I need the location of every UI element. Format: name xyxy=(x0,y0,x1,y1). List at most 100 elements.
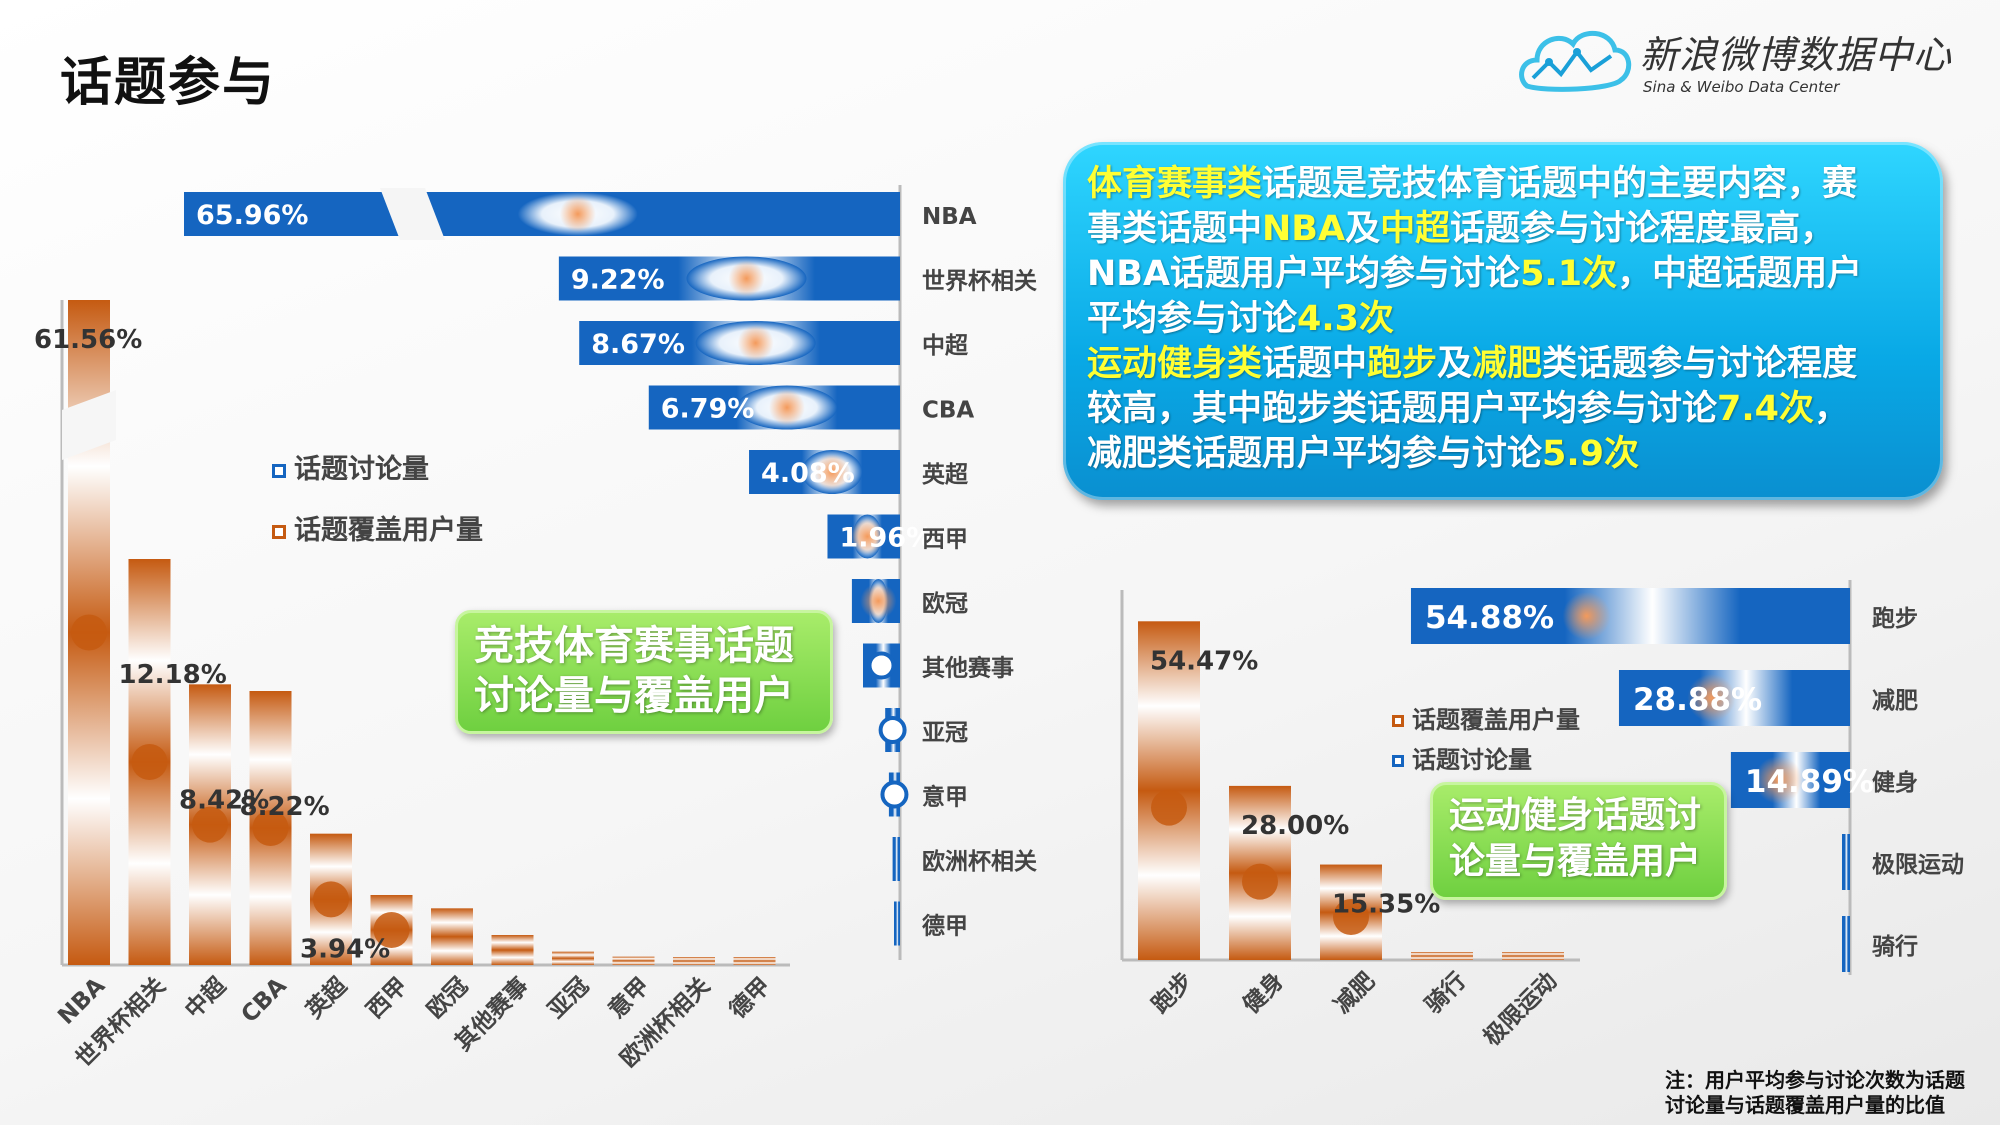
chart1-category-label: 德甲 xyxy=(922,913,968,940)
chart2-data-label: 8.42% xyxy=(179,785,269,815)
chart4-data-label: 15.35% xyxy=(1332,890,1440,920)
summary-text-segment: 平均参与讨论 xyxy=(1087,299,1298,339)
sina-weibo-logo: 新浪微博数据中心 Sina & Weibo Data Center xyxy=(1515,18,1985,108)
footnote-line: 讨论量与话题覆盖用户量的比值 xyxy=(1665,1093,1945,1117)
chart1-category-label: 亚冠 xyxy=(922,720,968,746)
chart3-category-label: 极限运动 xyxy=(1872,852,1964,878)
chart3-bar-dot xyxy=(1687,674,1736,722)
caption-line: 竞技体育赛事话题 xyxy=(474,623,794,669)
summary-line: NBA话题用户平均参与讨论5.1次，中超话题用户 xyxy=(1087,252,1913,297)
chart4-data-label: 54.47% xyxy=(1150,646,1258,676)
chart3-data-label: 28.88% xyxy=(1633,682,1762,718)
chart4-bar xyxy=(1502,952,1564,960)
chart3-data-label: 14.89% xyxy=(1745,764,1874,800)
chart2-category-label: NBA xyxy=(53,973,110,1030)
chart1-data-label: 65.96% xyxy=(196,200,308,231)
chart4-bar-dot xyxy=(1242,863,1278,900)
chart2-bar xyxy=(431,908,473,965)
summary-text-segment: ， xyxy=(1814,389,1850,429)
chart1-data-label: 6.79% xyxy=(661,394,755,425)
summary-callout: 体育赛事类话题是竞技体育话题中的主要内容，赛 事类话题中NBA及中超话题参与讨论程… xyxy=(1063,142,1943,500)
summary-highlight: 跑步 xyxy=(1367,344,1438,384)
chart1-category-label: CBA xyxy=(922,398,974,424)
chart3-bar-dot xyxy=(1754,756,1803,804)
chart2-data-label: 3.94% xyxy=(300,935,390,965)
footnote: 注：用户平均参与讨论次数为话题 讨论量与话题覆盖用户量的比值 xyxy=(1665,1068,1965,1118)
chart1-data-label: 4.08% xyxy=(761,458,855,489)
summary-highlight: 5.1次 xyxy=(1520,254,1618,294)
chart2-bar xyxy=(733,957,776,965)
chart3-bar xyxy=(1410,588,1850,644)
chart2-category-label: 西甲 xyxy=(362,973,413,1024)
caption-line: 运动健身话题讨 xyxy=(1449,795,1702,836)
chart3-bar-dot xyxy=(1562,592,1611,640)
summary-line: 减肥类话题用户平均参与讨论5.9次 xyxy=(1087,432,1913,477)
summary-text-segment: 话题中 xyxy=(1262,344,1368,384)
chart3-bar xyxy=(1842,916,1850,972)
chart4-category-label: 跑步 xyxy=(1147,968,1198,1019)
chart4-bar-dot xyxy=(1333,899,1369,936)
chart1-bar xyxy=(894,901,900,946)
cloud-logo-icon xyxy=(1519,30,1632,92)
chart2-bar-dot xyxy=(373,912,410,948)
chart4-data-label: 28.00% xyxy=(1241,811,1349,841)
chart2-data-label: 8.22% xyxy=(240,792,330,822)
chart2-data-label: 12.18% xyxy=(119,660,227,690)
summary-text-segment: NBA话题用户平均参与讨论 xyxy=(1087,254,1521,294)
summary-highlight: 中超 xyxy=(1380,209,1451,249)
chart2-category-label: 意甲 xyxy=(603,972,655,1024)
legend-left-discussion: 话题讨论量 xyxy=(272,447,429,486)
summary-text-segment: 话题是竞技体育话题中的主要内容，赛 xyxy=(1262,164,1858,204)
chart3-category-label: 健身 xyxy=(1872,769,1918,796)
chart1-category-label: 其他赛事 xyxy=(922,655,1014,682)
chart2-bar xyxy=(612,956,655,965)
chart1-category-label: 西甲 xyxy=(922,527,968,553)
summary-highlight: 运动健身类 xyxy=(1087,344,1263,384)
chart2-axis-break xyxy=(62,390,116,460)
chart2-category-label: 亚冠 xyxy=(543,973,594,1024)
legend-label: 话题覆盖用户量 xyxy=(1412,706,1580,734)
chart1-bar-dot xyxy=(849,518,886,555)
chart1-bar-dot xyxy=(814,454,851,490)
chart3-data-label: 54.88% xyxy=(1425,600,1554,636)
summary-text-segment: 及 xyxy=(1345,209,1381,249)
legend-swatch-discussion xyxy=(272,463,286,478)
chart4-bar-dot xyxy=(1151,789,1187,826)
legend-swatch-coverage xyxy=(1392,715,1404,727)
legend-left-coverage: 话题覆盖用户量 xyxy=(272,508,483,547)
chart1-bar-dot xyxy=(880,780,909,809)
summary-line: 较高，其中跑步类话题用户平均参与讨论7.4次， xyxy=(1087,387,1913,432)
summary-text-segment: 类话题参与讨论程度 xyxy=(1542,344,1858,384)
chart1-axis-break xyxy=(380,188,445,240)
chart3-bar xyxy=(1842,834,1850,890)
summary-text-segment: 事类话题中 xyxy=(1087,209,1263,249)
page-title: 话题参与 xyxy=(60,53,277,113)
chart1-data-label: 8.67% xyxy=(591,329,685,360)
legend-label: 话题覆盖用户量 xyxy=(294,515,483,546)
summary-line: 体育赛事类话题是竞技体育话题中的主要内容，赛 xyxy=(1087,162,1913,207)
chart1-category-label: 欧冠 xyxy=(922,591,968,617)
chart1-category-label: 世界杯相关 xyxy=(922,268,1037,295)
legend-label: 话题讨论量 xyxy=(294,454,429,485)
summary-highlight: 体育赛事类 xyxy=(1087,164,1263,204)
chart2-bar xyxy=(552,951,594,965)
summary-text-segment: ，中超话题用户 xyxy=(1617,254,1863,294)
chart4-category-label: 减肥 xyxy=(1329,968,1380,1019)
chart1-bar-dot xyxy=(878,716,907,744)
chart1-data-label: 1.96% xyxy=(839,523,933,554)
chart1-category-label: 欧洲杯相关 xyxy=(922,848,1037,875)
legend-label: 话题讨论量 xyxy=(1412,746,1532,774)
chart2-category-label: 中超 xyxy=(180,972,232,1024)
chart3-category-label: 跑步 xyxy=(1872,606,1918,632)
summary-line: 平均参与讨论4.3次 xyxy=(1087,297,1913,342)
summary-highlight: NBA xyxy=(1262,209,1346,249)
summary-highlight: 5.9次 xyxy=(1542,434,1640,474)
chart1-data-label: 9.22% xyxy=(571,265,665,296)
chart2-category-label: CBA xyxy=(236,973,291,1028)
summary-line: 事类话题中NBA及中超话题参与讨论程度最高， xyxy=(1087,207,1913,252)
chart4-category-label: 极限运动 xyxy=(1479,968,1562,1051)
summary-highlight: 4.3次 xyxy=(1297,299,1395,339)
chart3-category-label: 减肥 xyxy=(1872,688,1918,714)
legend-swatch-discussion xyxy=(1392,755,1404,767)
